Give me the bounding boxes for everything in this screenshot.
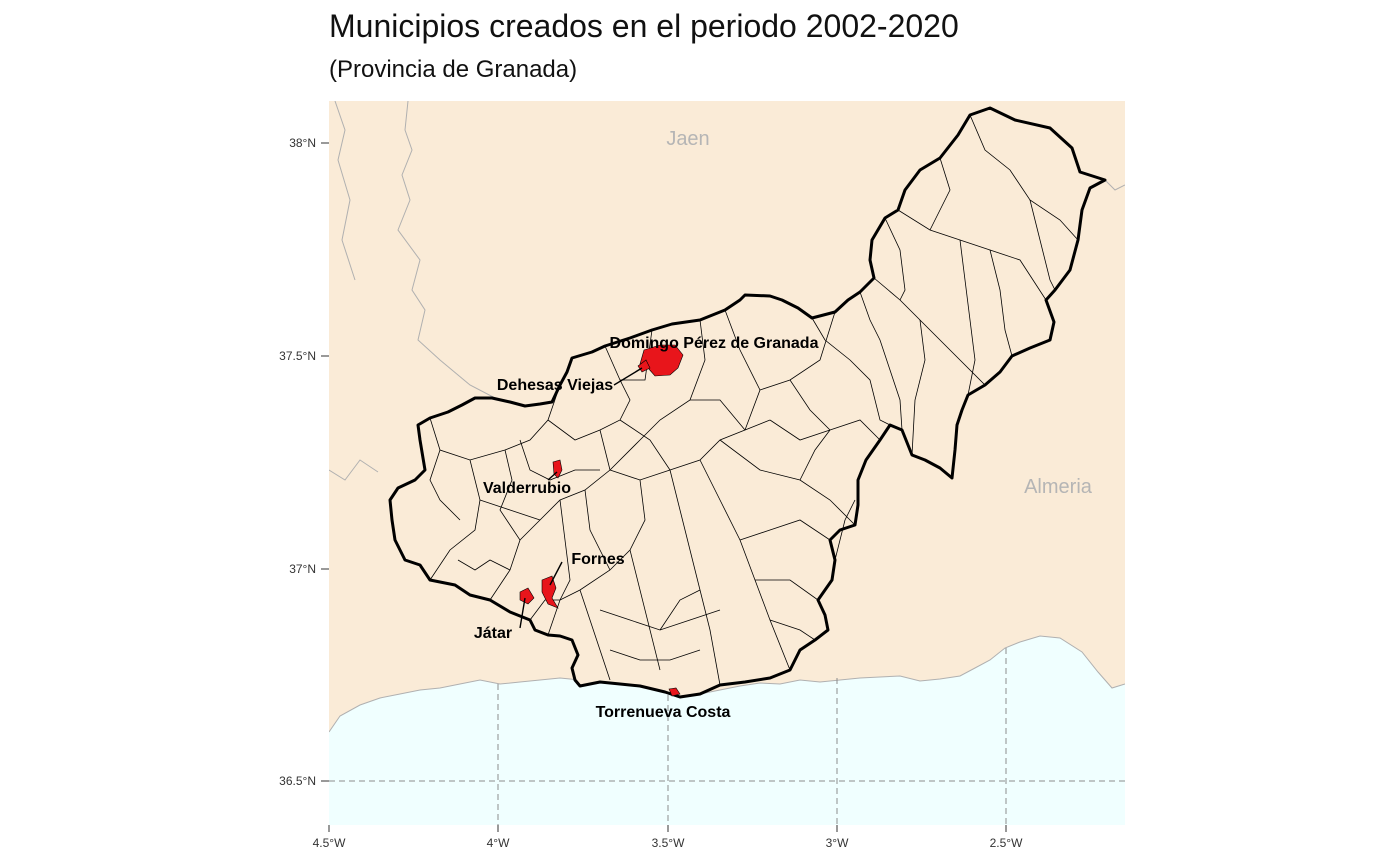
neighbor-border-jaen [397,101,496,399]
area-fornes [541,575,559,609]
neighbor-border-almeria [1104,179,1125,191]
y-axis: 38°N 37.5°N 37°N 36.5°N [279,136,329,788]
label-fornes: Fornes [571,551,624,568]
region-label-almeria: Almeria [1024,476,1093,498]
created-municipalities [519,344,684,697]
label-torrenueva-costa: Torrenueva Costa [596,704,731,721]
label-dehesas-viejas: Dehesas Viejas [497,377,613,394]
lon-tick-4-5: 4.5°W [313,836,346,850]
label-valderrubio: Valderrubio [483,480,571,497]
lat-tick-37-5: 37.5°N [279,349,316,363]
x-axis: 4.5°W 4°W 3.5°W 3°W 2.5°W [313,825,1023,850]
neighbor-border-malaga [329,459,379,481]
lon-tick-2-5: 2.5°W [990,836,1023,850]
label-jatar: Játar [474,625,512,642]
lat-tick-38: 38°N [289,136,316,150]
area-jatar [519,587,535,605]
map-title: Municipios creados en el periodo 2002-20… [329,8,959,44]
leader-lines [519,367,643,629]
municipal-boundaries [429,114,1079,686]
graticule [329,648,1125,825]
lon-tick-3-5: 3.5°W [652,836,685,850]
lon-tick-3: 3°W [826,836,849,850]
lat-tick-36-5: 36.5°N [279,774,316,788]
lon-tick-4: 4°W [487,836,510,850]
coastline [329,635,1125,733]
map-subtitle: (Provincia de Granada) [329,56,578,83]
region-label-jaen: Jaen [666,128,709,150]
lat-tick-37: 37°N [289,562,316,576]
neighbor-border-sevilla [334,101,356,281]
label-domingo-perez: Domingo Pérez de Granada [610,335,819,352]
area-torrenueva-costa [668,687,681,697]
map-panel [329,101,1125,825]
